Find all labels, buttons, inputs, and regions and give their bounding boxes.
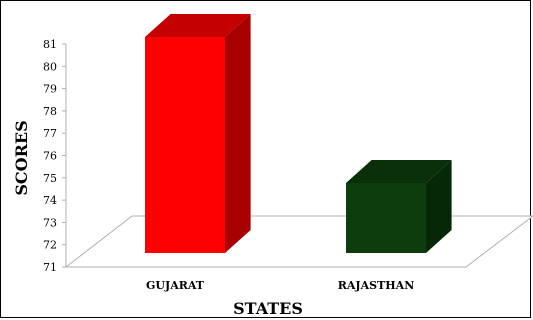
x-axis-ticks: GUJARAT RAJASTHAN <box>146 279 414 292</box>
y-axis-title: SCORES <box>12 120 31 195</box>
bar-front-face <box>346 183 426 253</box>
y-tick-label: 72 <box>43 239 57 252</box>
x-tick-label: RAJASTHAN <box>338 279 415 292</box>
y-tick-label: 78 <box>43 105 57 118</box>
y-tick-label: 73 <box>43 216 57 229</box>
y-tick-label: 76 <box>43 150 57 163</box>
x-axis-title: STATES <box>233 299 303 318</box>
y-tick-label: 75 <box>43 172 57 185</box>
bar-side-face <box>426 160 452 253</box>
bar-rajasthan <box>346 160 452 253</box>
bar-top-face <box>145 14 251 37</box>
bar-gujarat <box>145 14 251 253</box>
y-axis-ticks: 71 72 73 74 75 76 77 78 79 80 81 <box>43 38 66 274</box>
y-tick-label: 80 <box>43 60 57 73</box>
x-tick-label: GUJARAT <box>146 279 205 292</box>
chart-floor <box>64 215 533 268</box>
bar-front-face <box>145 37 225 253</box>
bar-top-face <box>346 160 452 183</box>
y-tick-label: 81 <box>43 38 57 51</box>
y-tick-label: 79 <box>43 83 57 96</box>
bar-side-face <box>225 14 251 253</box>
y-tick-label: 74 <box>43 194 57 207</box>
y-tick-label: 77 <box>43 127 57 140</box>
bars <box>145 14 452 253</box>
y-tick-label: 71 <box>43 261 57 274</box>
